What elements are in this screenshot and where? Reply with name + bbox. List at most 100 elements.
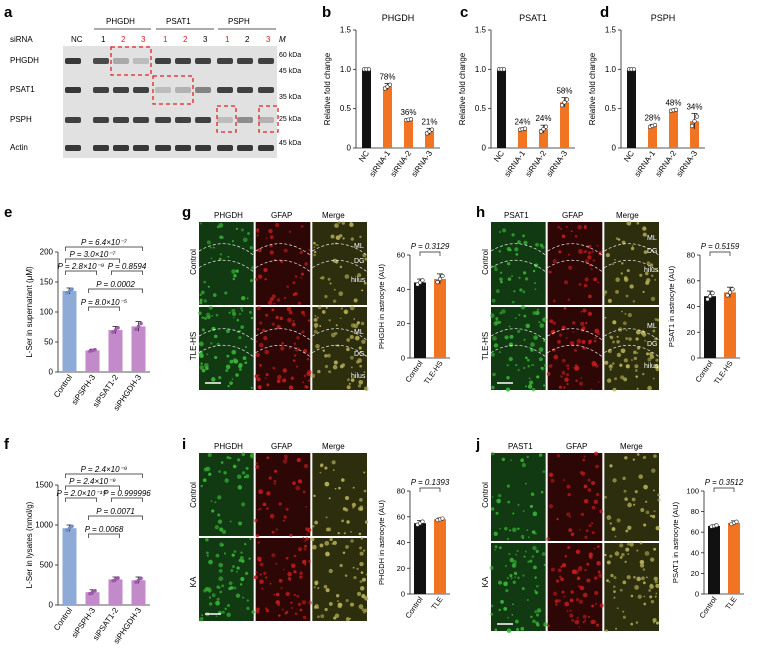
blot-band — [155, 58, 171, 64]
cell-signal — [211, 314, 214, 317]
cell-signal — [304, 544, 307, 548]
cell-signal — [343, 551, 346, 554]
cell-signal — [512, 527, 517, 533]
cell-signal — [328, 370, 332, 374]
cell-signal — [557, 225, 560, 229]
cell-signal — [304, 262, 308, 266]
cell-signal — [615, 290, 619, 294]
y-tick-label: 1.5 — [340, 26, 352, 35]
cell-signal — [346, 520, 350, 524]
blot-band — [155, 87, 171, 93]
cell-signal — [299, 608, 303, 612]
cell-signal — [242, 596, 245, 599]
blot-band — [65, 87, 81, 93]
cell-signal — [361, 289, 364, 292]
cell-signal — [231, 349, 237, 355]
cell-signal — [364, 386, 369, 392]
cell-signal — [248, 310, 252, 314]
cell-signal — [609, 368, 612, 371]
bar-control — [704, 296, 716, 358]
cell-signal — [565, 337, 568, 339]
cell-signal — [352, 486, 355, 489]
cell-signal — [529, 504, 533, 508]
cell-signal — [236, 474, 242, 480]
data-point — [67, 526, 72, 530]
cell-signal — [255, 352, 260, 358]
cell-signal — [529, 559, 533, 563]
data-point — [564, 97, 570, 102]
region-outline — [604, 328, 660, 341]
cell-signal — [506, 576, 509, 580]
micro-j-col-2: GFAP — [566, 442, 587, 451]
cell-signal — [576, 343, 579, 346]
y-tick-label: 40 — [687, 302, 695, 311]
cell-signal — [301, 330, 305, 334]
cell-signal — [498, 250, 501, 253]
cell-signal — [334, 223, 339, 228]
p-value: P = 2.0×10⁻¹⁰ — [57, 489, 108, 498]
data-point — [139, 321, 143, 326]
cell-signal — [313, 586, 316, 589]
cell-signal — [304, 563, 307, 566]
cell-signal — [633, 356, 638, 361]
cell-signal — [504, 335, 509, 340]
cell-signal — [542, 470, 546, 473]
panel-label-i: i — [182, 436, 186, 453]
cell-signal — [498, 608, 501, 612]
cell-signal — [520, 304, 526, 310]
cell-signal — [337, 600, 339, 602]
cell-signal — [575, 598, 580, 602]
cell-signal — [356, 321, 360, 325]
cell-signal — [622, 321, 627, 326]
cell-signal — [256, 328, 260, 331]
cell-signal — [199, 365, 204, 370]
cell-signal — [535, 310, 540, 316]
cell-signal — [530, 348, 534, 352]
y-tick-label: 0 — [612, 144, 617, 153]
cell-signal — [498, 494, 502, 498]
cell-signal — [299, 575, 303, 579]
lane-label-1: 1 — [101, 35, 106, 44]
chart-e: 0 50 100 150 200 L-Ser in supernatant (μM) Con… — [25, 238, 150, 412]
y-axis-label: Relative fold change — [323, 52, 332, 125]
cell-signal — [235, 593, 241, 598]
cell-signal — [240, 228, 244, 232]
cell-signal — [245, 466, 249, 470]
cell-signal — [518, 276, 521, 279]
cell-signal — [593, 339, 597, 343]
cell-signal — [582, 621, 585, 624]
cell-signal — [350, 530, 352, 533]
cell-signal — [646, 261, 651, 265]
region-outline — [604, 345, 660, 358]
panel-label-j: j — [475, 436, 480, 453]
cell-signal — [350, 237, 355, 241]
cell-signal — [221, 584, 225, 588]
cell-signal — [363, 489, 367, 493]
cell-signal — [276, 324, 281, 330]
cell-signal — [655, 592, 658, 595]
data-point — [366, 67, 372, 72]
cell-signal — [283, 248, 288, 253]
cell-signal — [650, 296, 656, 302]
cell-signal — [511, 275, 513, 277]
blot-band — [258, 145, 274, 151]
cell-signal — [343, 532, 347, 535]
cell-signal — [257, 541, 260, 544]
cell-signal — [499, 527, 501, 530]
cell-signal — [359, 580, 363, 584]
cell-signal — [224, 478, 229, 483]
data-point — [111, 330, 115, 334]
cell-signal — [332, 540, 337, 545]
significance-bracket — [65, 473, 143, 478]
cell-signal — [574, 619, 580, 625]
cell-signal — [341, 363, 346, 367]
cell-signal — [500, 280, 503, 284]
cell-signal — [594, 337, 597, 340]
cell-signal — [217, 519, 223, 524]
cell-signal — [550, 478, 555, 483]
y-tick-label: 0 — [347, 144, 352, 153]
y-tick-label: 20 — [397, 564, 405, 573]
micrograph-tile — [199, 222, 254, 305]
micro-i-col-3: Merge — [322, 442, 345, 451]
cell-signal — [504, 564, 507, 567]
